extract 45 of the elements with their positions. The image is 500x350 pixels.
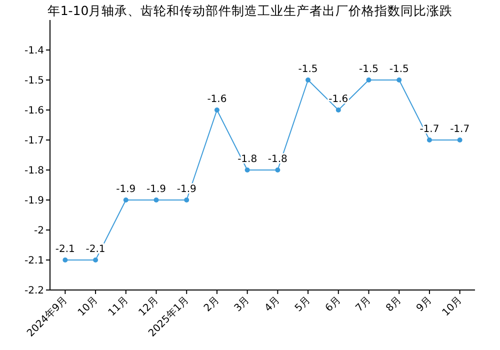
point [62,258,68,262]
point [306,78,311,82]
x-tick-label: 9月 [414,294,434,314]
data-label: -1.5 [298,64,318,75]
point [336,108,341,112]
x-tick-label: 5月 [293,294,313,314]
point [366,78,372,82]
y-tick-label: -1.6 [24,106,44,116]
x-tick-label: 11月 [106,294,130,319]
x-tick-label: 7月 [354,294,374,314]
point [214,108,220,112]
data-label: -1.5 [358,64,379,75]
data-label: -1.6 [328,94,348,105]
y-tick-label: -2.2 [24,286,44,296]
y-tick-label: -1.5 [24,76,44,86]
y-tick-label: -2 [34,226,44,236]
point [396,78,402,82]
data-label: -1.7 [450,124,470,135]
x-tick-label: 8月 [384,294,404,314]
y-tick-label: -1.9 [24,196,44,206]
point [244,168,250,172]
point [154,198,159,202]
point [123,198,128,202]
y-tick-label: -2.1 [24,256,44,266]
x-tick-label: 3月 [232,294,252,314]
point [457,138,462,142]
point [426,138,432,142]
y-tick-label: -1.7 [24,136,44,146]
data-label: -1.6 [207,94,227,105]
y-tick-label: -1.4 [24,46,44,56]
x-tick-label: 6月 [324,294,343,314]
data-label: -2.1 [55,244,75,255]
data-label: -1.9 [146,184,166,195]
x-tick-label: 10月 [76,294,100,319]
x-tick-label: 2月 [202,294,222,314]
chart-title: 年1-10月轴承、齿轮和传动部件制造工业生产者出厂价格指数同比涨跌 [47,3,453,18]
point [93,258,98,262]
x-tick-label: 12月 [136,294,161,319]
data-label: -1.9 [116,184,136,195]
data-label: -1.5 [389,64,409,75]
point [275,168,280,172]
x-tick-label: 4月 [262,294,282,314]
x-tick-label: 10月 [440,294,464,319]
y-tick-label: -1.8 [24,166,44,176]
point [184,198,190,202]
